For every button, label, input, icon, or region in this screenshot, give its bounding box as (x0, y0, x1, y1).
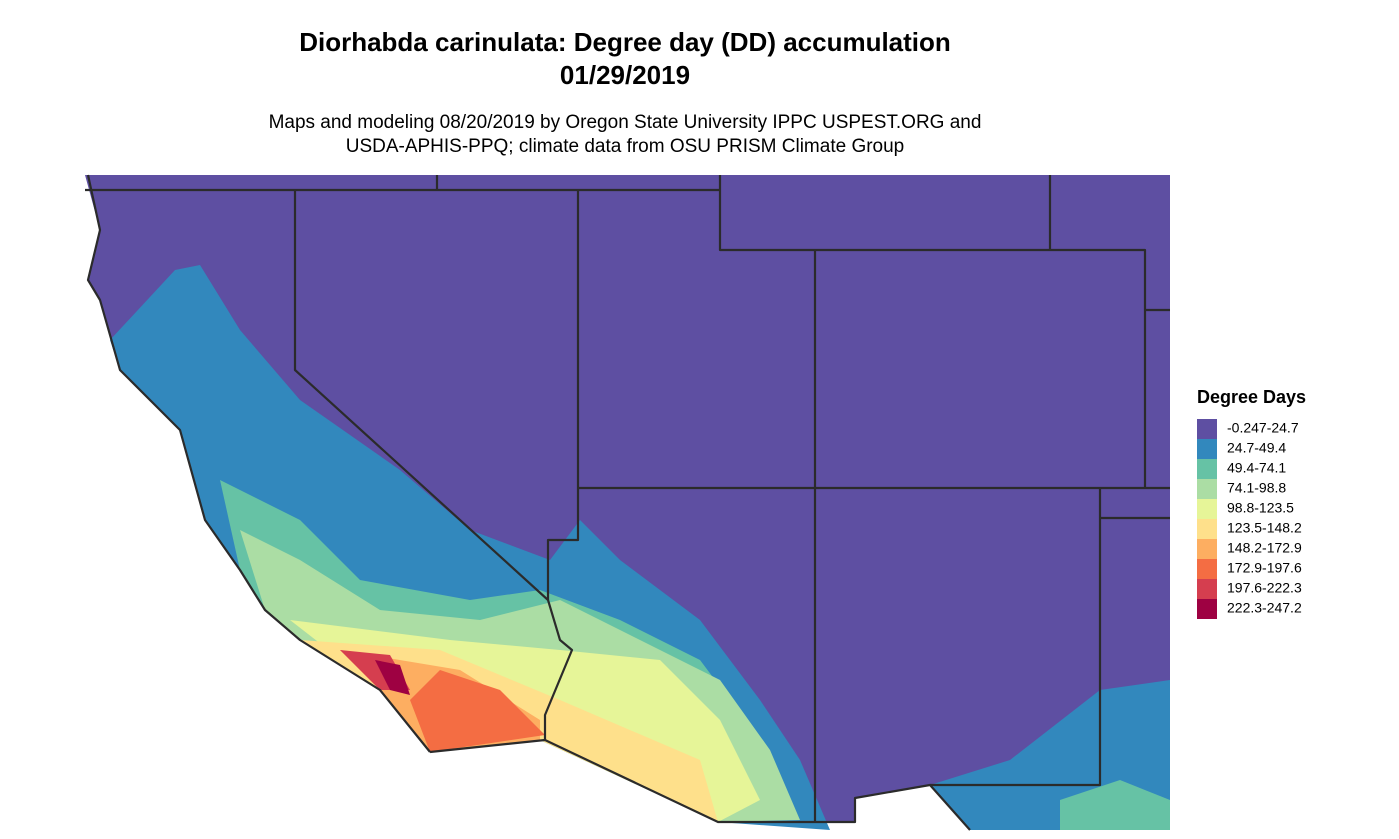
legend-swatch (1197, 519, 1217, 539)
legend-label: 172.9-197.6 (1227, 560, 1302, 576)
legend-swatch (1197, 599, 1217, 619)
subtitle: Maps and modeling 08/20/2019 by Oregon S… (269, 112, 982, 133)
zone (410, 670, 545, 752)
legend-label: 123.5-148.2 (1227, 520, 1302, 536)
zone (375, 660, 410, 695)
legend-swatch (1197, 559, 1217, 579)
legend-label: 197.6-222.3 (1227, 580, 1302, 596)
state-border (930, 488, 1102, 787)
zone (1060, 780, 1170, 830)
state-border (546, 190, 580, 600)
coastline (86, 174, 431, 753)
country-border (429, 738, 971, 831)
legend-label: 222.3-247.2 (1227, 600, 1302, 616)
legend-label: 148.2-172.9 (1227, 540, 1302, 556)
legend-swatch (1197, 479, 1217, 499)
legend-label: -0.247-24.7 (1227, 420, 1299, 436)
legend-swatch (1197, 459, 1217, 479)
legend-swatch (1197, 579, 1217, 599)
title-date: 01/29/2019 (560, 60, 690, 90)
legend-swatch (1197, 539, 1217, 559)
legend-label: 98.8-123.5 (1227, 500, 1294, 516)
map (85, 174, 1170, 831)
legend-title: Degree Days (1197, 387, 1306, 407)
state-border (718, 175, 1147, 488)
legend-label: 49.4-74.1 (1227, 460, 1286, 476)
legend-label: 74.1-98.8 (1227, 480, 1286, 496)
legend-swatch (1197, 499, 1217, 519)
subtitle: USDA-APHIS-PPQ; climate data from OSU PR… (346, 136, 905, 157)
legend-swatch (1197, 419, 1217, 439)
state-border (293, 190, 574, 740)
legend-label: 24.7-49.4 (1227, 440, 1286, 456)
legend-swatch (1197, 439, 1217, 459)
legend: -0.247-24.7 24.7-49.4 49.4-74.1 74.1-98.8 98… (1197, 419, 1302, 619)
title: Diorhabda carinulata: Degree day (DD) ac… (299, 27, 951, 57)
